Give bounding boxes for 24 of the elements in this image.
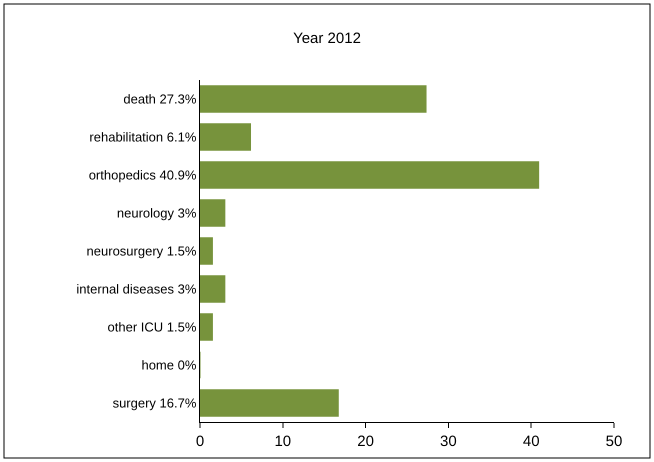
bar — [200, 199, 226, 227]
chart-title: Year 2012 — [293, 30, 361, 47]
x-tick-label: 30 — [440, 433, 457, 450]
bar — [200, 161, 540, 189]
y-tick-label: orthopedics 40.9% — [88, 168, 197, 183]
x-tick-label: 10 — [274, 433, 292, 450]
y-tick-label: other ICU 1.5% — [108, 320, 197, 335]
x-tick-label: 0 — [196, 433, 204, 450]
bar — [200, 237, 213, 265]
x-tick-label: 50 — [606, 433, 622, 450]
x-tick-label: 40 — [522, 433, 540, 450]
y-tick-label: death 27.3% — [123, 92, 197, 107]
bar — [200, 85, 427, 113]
bar — [200, 275, 226, 303]
y-tick-label: neurology 3% — [116, 206, 197, 221]
y-tick-label: rehabilitation 6.1% — [89, 130, 197, 145]
y-tick-label: internal diseases 3% — [76, 282, 197, 297]
x-tick-label: 20 — [357, 433, 374, 450]
bar — [200, 123, 252, 151]
bar — [200, 313, 213, 341]
y-tick-label: neurosurgery 1.5% — [86, 244, 197, 259]
y-tick-label: surgery 16.7% — [112, 396, 197, 411]
y-tick-label: home 0% — [141, 358, 197, 373]
bar — [200, 389, 339, 417]
